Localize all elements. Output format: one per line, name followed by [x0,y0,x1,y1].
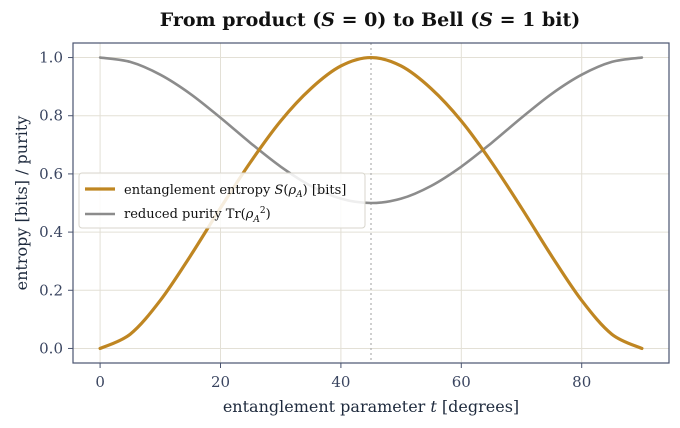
y-tick-label: 1.0 [39,49,63,67]
legend: entanglement entropy S(ρA) [bits] reduce… [78,172,366,229]
y-tick-label: 0.6 [39,165,63,183]
x-tick-label: 20 [211,373,230,391]
y-tick-label: 0.0 [39,339,63,357]
y-axis-label: entropy [bits] / purity [12,116,31,291]
y-tick-label: 0.2 [39,281,63,299]
x-tick-label: 80 [572,373,591,391]
y-axis-ticks: 0.0 0.2 0.4 0.6 0.8 1.0 [39,49,73,357]
plot-frame [72,42,670,364]
y-tick-label: 0.4 [39,223,63,241]
purity-curve [98,56,644,205]
x-tick-label: 40 [331,373,350,391]
y-tick-label: 0.8 [39,107,63,125]
x-axis-ticks: 0 20 40 60 80 [95,363,591,391]
legend-box [78,172,366,229]
legend-label-entropy: entanglement entropy S(ρA) [bits] [124,183,346,200]
x-tick-label: 60 [452,373,471,391]
series-layer [98,55,644,351]
entropy-curve [98,55,644,351]
x-axis-label: entanglement parameter t [degrees] [223,397,519,416]
x-tick-label: 0 [95,373,105,391]
chart-title: From product (S = 0) to Bell (S = 1 bit) [160,9,581,31]
legend-label-purity: reduced purity Tr(ρA2) [124,206,271,225]
